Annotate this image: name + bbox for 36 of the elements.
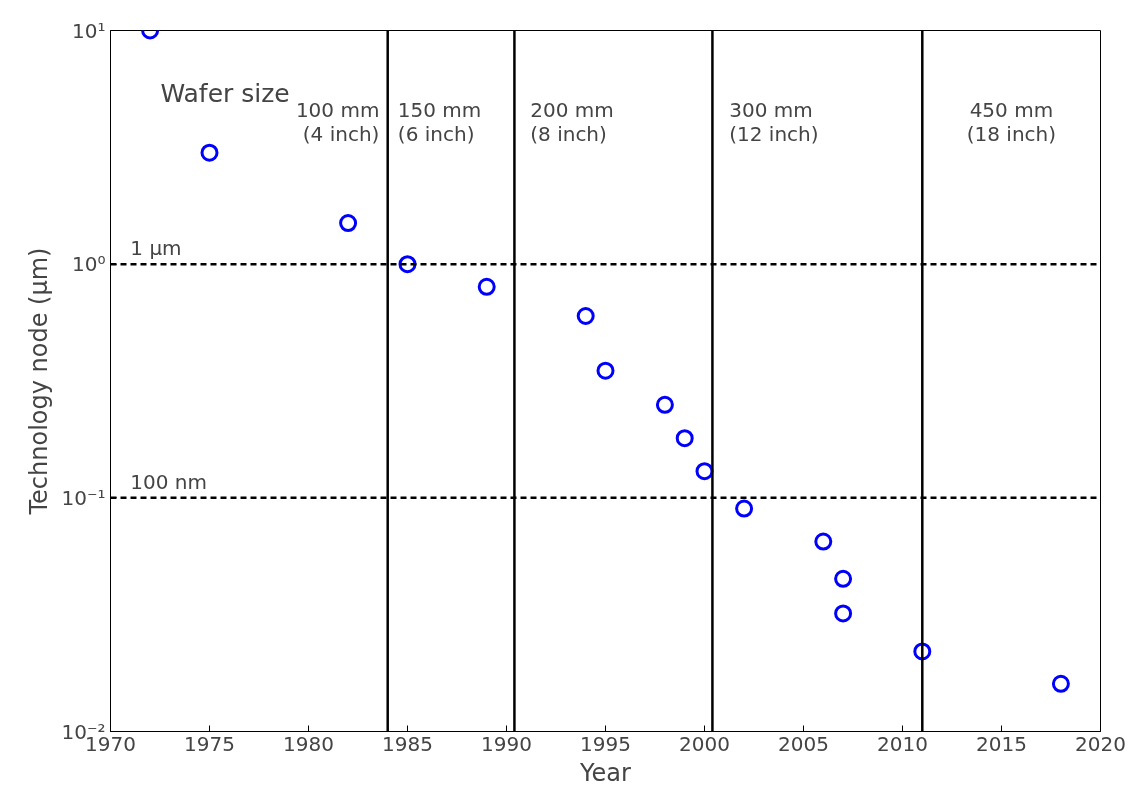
ref-line-label: 100 nm	[130, 469, 207, 494]
annotation: 450 mm (18 inch)	[966, 97, 1057, 146]
x-tick-label: 2000	[679, 731, 730, 756]
point	[814, 532, 833, 551]
point	[834, 569, 853, 588]
point	[675, 429, 694, 448]
point	[1051, 674, 1070, 693]
annotation: 300 mm (12 inch)	[729, 97, 819, 146]
point	[834, 604, 853, 623]
ref-line-label: 1 µm	[130, 236, 182, 261]
x-tick-label: 2015	[976, 731, 1027, 756]
annotation: Wafer size	[160, 79, 290, 109]
y-tick-label: 10¹	[72, 18, 106, 43]
point	[398, 255, 417, 274]
x-tick-label: 2010	[877, 731, 928, 756]
y-tick-label: 10⁰	[72, 252, 106, 277]
x-tick-label: 2005	[778, 731, 829, 756]
point	[477, 277, 496, 296]
x-tick-label: 2020	[1075, 731, 1126, 756]
point	[200, 143, 219, 162]
annotation: 100 mm (4 inch)	[295, 97, 380, 146]
point	[735, 499, 754, 518]
x-tick-label: 1995	[580, 731, 631, 756]
point	[339, 214, 358, 233]
x-tick-label: 1975	[184, 731, 235, 756]
point	[596, 361, 615, 380]
annotation: 200 mm (8 inch)	[530, 97, 614, 146]
annotation: 150 mm (6 inch)	[397, 97, 482, 146]
point	[576, 307, 595, 325]
x-axis-title: Year	[579, 758, 632, 787]
x-tick-label: 1985	[382, 731, 433, 756]
point	[655, 395, 674, 414]
y-tick-label: 10⁻¹	[61, 485, 106, 510]
y-axis-title: Technology node (µm)	[25, 247, 54, 516]
x-tick-label: 1980	[283, 731, 334, 756]
x-tick-label: 1990	[481, 731, 532, 756]
